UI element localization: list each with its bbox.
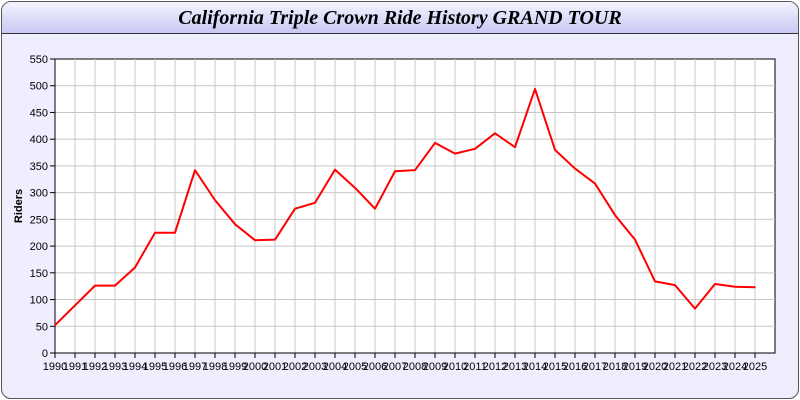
y-tick-label: 550 xyxy=(30,54,48,66)
x-tick-label: 2020 xyxy=(643,361,667,373)
data-point xyxy=(74,304,76,307)
data-point xyxy=(554,149,556,151)
x-tick-label: 2009 xyxy=(423,361,447,373)
data-point xyxy=(274,238,276,241)
y-tick-label: 50 xyxy=(36,321,48,333)
x-tick-label: 1990 xyxy=(43,361,67,373)
x-tick-label: 2010 xyxy=(443,361,467,373)
x-tick-label: 2012 xyxy=(483,361,507,373)
data-point xyxy=(214,199,216,201)
x-tick-label: 2003 xyxy=(303,361,327,373)
x-tick-label: 2011 xyxy=(463,361,487,373)
data-point xyxy=(494,132,496,135)
data-point xyxy=(134,266,136,269)
y-tick-label: 450 xyxy=(30,107,48,119)
y-tick-label: 200 xyxy=(30,241,48,253)
data-point xyxy=(354,187,356,189)
x-tick-label: 2021 xyxy=(663,361,687,373)
title-bar: California Triple Crown Ride History GRA… xyxy=(2,2,798,34)
data-point xyxy=(714,283,716,285)
x-tick-label: 2014 xyxy=(523,361,547,373)
data-point xyxy=(414,169,416,171)
data-point xyxy=(594,182,596,185)
x-tick-label: 2001 xyxy=(263,361,287,373)
x-tick-label: 2024 xyxy=(723,361,747,373)
series-line-riders xyxy=(54,87,756,326)
data-point xyxy=(654,280,656,283)
x-tick-label: 2007 xyxy=(383,361,407,373)
data-point xyxy=(394,170,396,173)
y-tick-label: 300 xyxy=(30,188,48,200)
x-tick-label: 1999 xyxy=(223,361,247,373)
data-point xyxy=(694,307,696,310)
x-tick-label: 2019 xyxy=(623,361,647,373)
data-point xyxy=(514,146,516,148)
chart-title: California Triple Crown Ride History GRA… xyxy=(178,7,622,29)
data-point xyxy=(614,214,616,216)
x-tick-label: 1996 xyxy=(163,361,187,373)
data-point xyxy=(754,286,756,289)
x-tick-label: 2018 xyxy=(603,361,627,373)
x-tick-label: 2002 xyxy=(283,361,307,373)
data-point xyxy=(674,284,676,286)
x-tick-label: 2025 xyxy=(743,361,767,373)
x-tick-label: 1997 xyxy=(183,361,207,373)
y-tick-label: 0 xyxy=(42,348,48,360)
y-axis-label: Riders xyxy=(13,189,25,223)
data-point xyxy=(174,231,176,234)
data-point xyxy=(54,324,56,327)
data-point xyxy=(634,238,636,241)
x-tick-label: 2006 xyxy=(363,361,387,373)
data-point xyxy=(294,207,296,210)
x-tick-label: 1995 xyxy=(143,361,167,373)
data-point xyxy=(434,142,436,144)
data-point xyxy=(234,223,236,225)
x-tick-label: 1992 xyxy=(83,361,107,373)
data-point xyxy=(154,231,156,234)
x-tick-label: 2016 xyxy=(563,361,587,373)
data-point xyxy=(114,284,116,287)
y-tick-label: 250 xyxy=(30,214,48,226)
data-point xyxy=(254,239,256,242)
y-tick-label: 350 xyxy=(30,161,48,173)
data-point xyxy=(314,201,316,204)
x-tick-label: 2013 xyxy=(503,361,527,373)
data-point xyxy=(334,168,336,171)
y-tick-label: 500 xyxy=(30,81,48,93)
data-point xyxy=(534,88,536,90)
x-tick-label: 1991 xyxy=(63,361,87,373)
data-point xyxy=(454,152,456,155)
x-tick-label: 2005 xyxy=(343,361,367,373)
x-tick-label: 2008 xyxy=(403,361,427,373)
data-point xyxy=(94,284,96,287)
x-tick-label: 2023 xyxy=(703,361,727,373)
x-tick-label: 1998 xyxy=(203,361,227,373)
data-point xyxy=(734,285,736,288)
data-point xyxy=(374,207,376,210)
x-tick-label: 2017 xyxy=(583,361,607,373)
data-point xyxy=(574,167,576,170)
x-tick-label: 1993 xyxy=(103,361,127,373)
x-tick-label: 2022 xyxy=(683,361,707,373)
x-tick-label: 2015 xyxy=(543,361,567,373)
data-point xyxy=(474,148,476,150)
y-tick-label: 100 xyxy=(30,295,48,307)
data-point xyxy=(194,169,196,171)
x-tick-label: 2000 xyxy=(243,361,267,373)
x-tick-label: 1994 xyxy=(123,361,147,373)
y-tick-label: 150 xyxy=(30,268,48,280)
x-tick-label: 2004 xyxy=(323,361,347,373)
y-tick-label: 400 xyxy=(30,134,48,146)
